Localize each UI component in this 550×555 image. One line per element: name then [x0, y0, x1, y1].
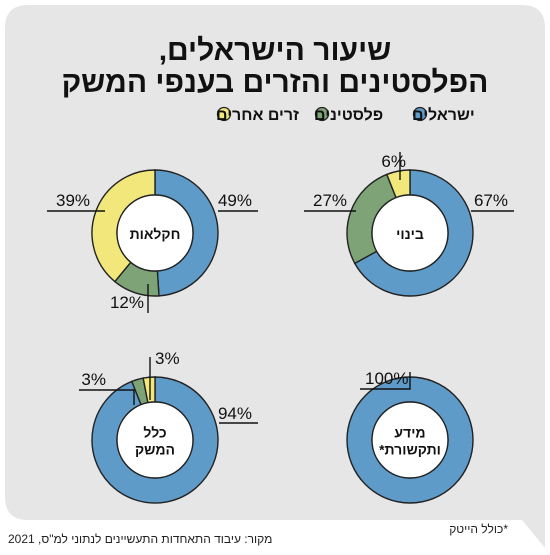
donut-center-label-construction: בינוי — [396, 226, 424, 242]
leader-line-info-comm-israelis — [360, 372, 411, 390]
legend-label-israelis: ישראלים — [412, 106, 475, 124]
donut-center-label-info-comm: ותקשורת* — [379, 442, 441, 458]
donut-hole-construction — [371, 194, 449, 272]
legend: ישראלים פלסטינים זרים אחרים — [216, 106, 475, 124]
data-label-total-economy-palestinians: 3% — [81, 370, 106, 389]
legend-label-foreigners: זרים אחרים — [216, 107, 299, 124]
donut-center-label-total-economy: כלל — [143, 425, 166, 441]
data-label-total-economy-israelis: 94% — [218, 404, 252, 423]
donut-center-label-total-economy: המשק — [135, 442, 175, 458]
donut-agriculture: חקלאות 49% 12% 39% — [47, 169, 258, 313]
data-label-construction-israelis: 67% — [474, 191, 508, 210]
donut-center-label-agriculture: חקלאות — [130, 226, 181, 242]
donut-hole-total-economy — [116, 401, 194, 479]
legend-swatch-palestinians — [314, 106, 330, 122]
leader-line-total-economy-palestinians — [79, 389, 135, 405]
legend-swatch-foreigners — [216, 106, 232, 122]
donut-construction: בינוי 67% 27% 6% — [304, 152, 514, 297]
chart-title-line-1: שיעור הישראלים, — [159, 34, 392, 67]
data-label-construction-palestinians: 27% — [313, 191, 347, 210]
chart-title-line-2: הפלסטינים והזרים בענפי המשק — [62, 66, 489, 99]
donut-center-label-info-comm: מידע — [394, 425, 425, 441]
legend-label-palestinians: פלסטינים — [314, 106, 383, 124]
legend-swatch-israelis — [412, 106, 428, 122]
data-label-agriculture-foreigners: 39% — [56, 191, 90, 210]
donut-hole-info-comm — [371, 401, 449, 479]
donut-hole-agriculture — [116, 194, 194, 272]
data-label-agriculture-palestinians: 12% — [110, 293, 144, 312]
data-label-agriculture-israelis: 49% — [218, 191, 252, 210]
source-note: מקור: עיבוד התאחדות התעשיינים לנתוני למ"… — [8, 532, 273, 546]
data-label-construction-foreigners: 6% — [381, 152, 406, 171]
data-label-total-economy-foreigners: 3% — [155, 349, 180, 368]
footnote: *כולל הייטק — [449, 522, 508, 536]
data-label-info-comm-israelis: 100% — [365, 369, 408, 388]
